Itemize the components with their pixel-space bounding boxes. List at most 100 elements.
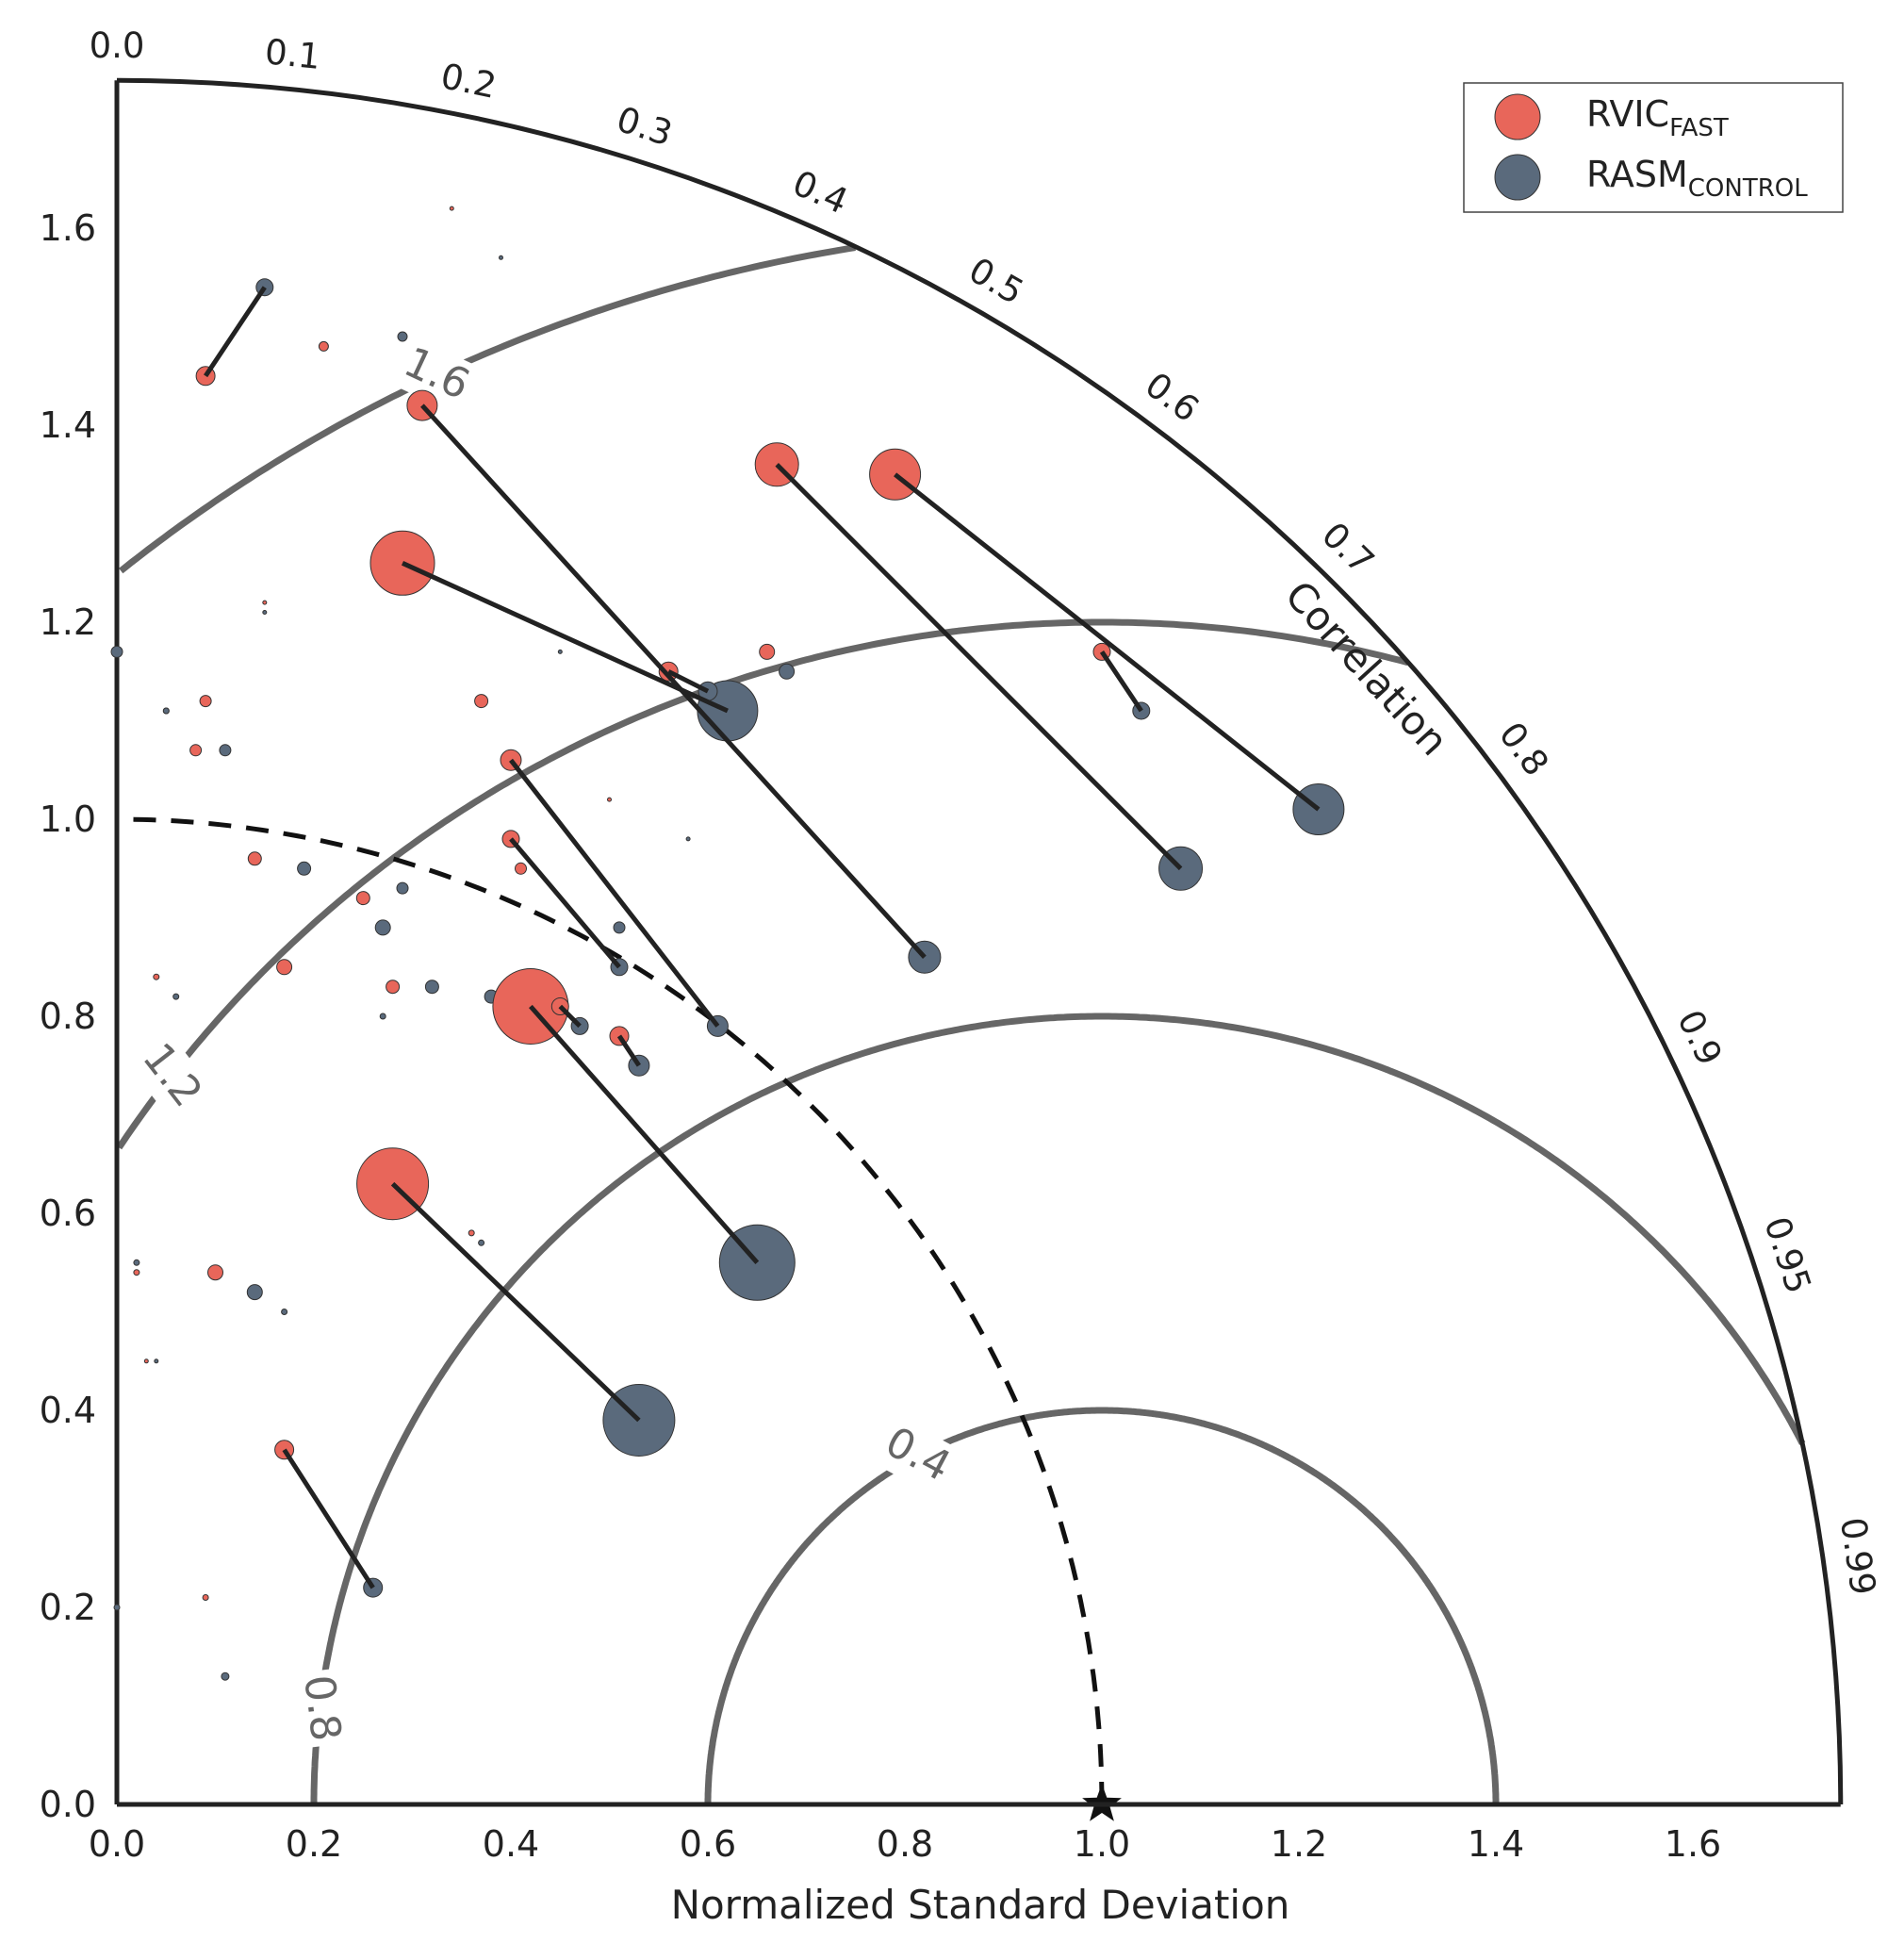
correlation-tick-label: 0.5 <box>962 250 1030 313</box>
pair-line <box>529 1004 760 1264</box>
rasm-point <box>297 861 312 876</box>
legend-rvic-sub: FAST <box>1669 114 1729 142</box>
rms-contour-2 <box>116 618 1409 1150</box>
rms-label-bg-0 <box>871 1415 963 1498</box>
x-tick-label: 0.6 <box>680 1823 736 1865</box>
correlation-tick-label: 0.4 <box>787 163 854 222</box>
x-tick-label: 1.2 <box>1271 1823 1327 1865</box>
rasm-point <box>110 645 123 658</box>
rasm-point <box>397 331 408 342</box>
rvic-point <box>276 959 293 976</box>
rvic-point <box>262 600 268 605</box>
correlation-title: Correlation <box>1276 572 1457 765</box>
rasm-point <box>262 610 268 615</box>
legend-rvic-marker <box>1494 93 1541 140</box>
rvic-point <box>759 643 776 660</box>
rvic-point <box>247 851 262 866</box>
rasm-point <box>779 663 796 680</box>
pair-line <box>282 1448 375 1589</box>
legend-rasm-label: RASMCONTROL <box>1586 154 1808 203</box>
rms-contour-0 <box>704 1407 1500 1804</box>
rms-label-bg-3 <box>390 336 482 416</box>
y-tick-label: 0.2 <box>40 1587 96 1628</box>
pair-line <box>1099 650 1143 713</box>
legend-rvic-label: RVICFAST <box>1586 93 1729 142</box>
rasm-point <box>221 1671 230 1681</box>
rasm-point <box>685 836 691 842</box>
rms-contours: 0.40.81.21.6 <box>116 244 1806 1804</box>
rasm-point <box>379 1013 386 1020</box>
pair-line <box>558 1004 582 1029</box>
rms-label-2: 1.2 <box>133 1034 211 1116</box>
rms-label-bg-2 <box>126 1030 215 1123</box>
rasm-point <box>478 1239 485 1246</box>
legend-rasm-main: RASM <box>1586 154 1688 195</box>
pair-line <box>420 403 927 959</box>
rvic-point <box>474 694 489 709</box>
correlation-tick-label: 0.1 <box>263 31 322 77</box>
x-tick-label: 0.2 <box>286 1823 342 1865</box>
y-tick-label: 1.4 <box>40 404 96 446</box>
rasm-point <box>613 921 626 934</box>
y-tick-label: 1.2 <box>40 601 96 643</box>
rasm-point <box>172 993 180 1000</box>
pair-line <box>775 463 1183 871</box>
correlation-tick-label: 0.0 <box>90 25 145 66</box>
correlation-tick-label: 0.99 <box>1832 1515 1883 1598</box>
pair-line <box>894 472 1321 812</box>
rasm-point <box>557 649 563 654</box>
legend-rasm-sub: CONTROL <box>1688 174 1808 203</box>
pair-lines <box>204 286 1321 1589</box>
pair-line <box>509 837 621 969</box>
rvic-point <box>189 744 203 757</box>
rasm-point <box>154 1358 159 1364</box>
pair-line <box>401 561 729 714</box>
legend: RVICFAST RASMCONTROL <box>1463 82 1844 213</box>
rvic-point <box>199 695 212 708</box>
pair-line <box>616 1034 641 1067</box>
rvic-point <box>607 797 612 802</box>
rms-contour-3 <box>119 244 856 574</box>
legend-rvic-main: RVIC <box>1586 93 1669 135</box>
rasm-point <box>113 1604 121 1611</box>
outer-arc <box>116 77 1844 1805</box>
pair-line <box>509 758 720 1028</box>
correlation-tick-label: 0.9 <box>1669 1004 1730 1072</box>
y-tick-label: 0.4 <box>40 1390 96 1431</box>
reference-arc <box>117 816 1105 1804</box>
rvic-point <box>355 891 370 906</box>
rvic-point <box>318 340 329 352</box>
x-tick-label: 0.8 <box>877 1823 933 1865</box>
x-tick-label: 0.4 <box>483 1823 539 1865</box>
pair-line <box>667 669 710 694</box>
rvic-point <box>207 1264 223 1281</box>
correlation-tick-label: 0.2 <box>437 56 500 107</box>
rasm-point <box>162 707 170 715</box>
rasm-point <box>246 1284 263 1301</box>
x-tick-label: 1.0 <box>1074 1823 1130 1865</box>
y-tick-label: 1.6 <box>40 207 96 249</box>
rms-label-1: 0.8 <box>294 1672 350 1744</box>
y-tick-label: 1.0 <box>40 799 96 840</box>
x-tick-label: 1.4 <box>1468 1823 1524 1865</box>
correlation-tick-label: 0.3 <box>612 99 677 155</box>
rasm-point <box>499 255 503 260</box>
y-tick-label: 0.8 <box>40 996 96 1037</box>
pair-line <box>204 286 267 378</box>
rvic-point <box>515 862 527 875</box>
correlation-tick-label: 0.95 <box>1756 1212 1819 1299</box>
rasm-point <box>396 881 409 895</box>
rasm-point <box>133 1259 140 1266</box>
rms-contour-1 <box>310 1013 1806 1804</box>
rvic-point <box>386 980 401 995</box>
x-tick-label: 0.0 <box>89 1823 145 1865</box>
rasm-point <box>374 919 391 936</box>
rasm-point <box>424 980 439 995</box>
rvic-point <box>202 1594 209 1601</box>
rms-label-bg-1 <box>288 1668 351 1750</box>
y-tick-label: 0.6 <box>40 1193 96 1234</box>
rvic-point <box>468 1229 475 1237</box>
rvic-point <box>449 206 454 211</box>
y-tick-label: 0.0 <box>40 1784 96 1825</box>
